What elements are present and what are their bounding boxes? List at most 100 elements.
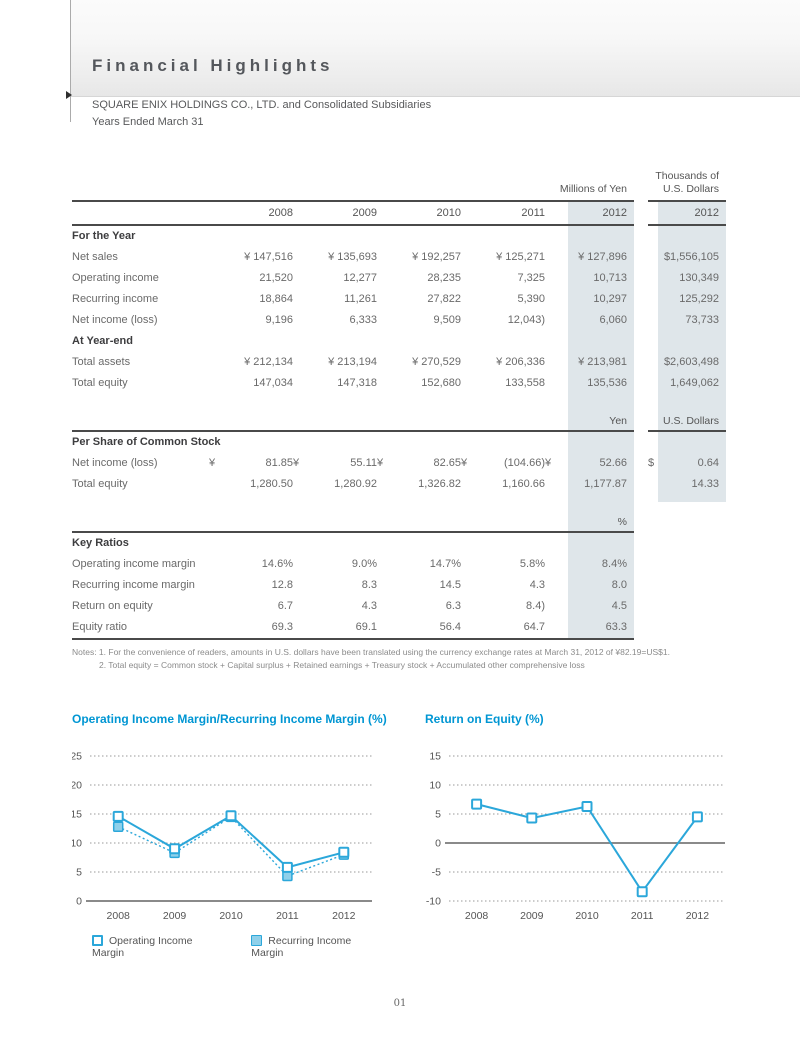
legend-label: Recurring Income Margin xyxy=(251,935,352,959)
cell-value: 14.5 xyxy=(439,579,461,591)
rule-segment-usd xyxy=(648,430,726,432)
section-header-row: At Year-end xyxy=(72,331,726,352)
cell-value: 147,318 xyxy=(337,377,377,389)
table-cell: $0.64 xyxy=(648,453,726,474)
table-row: Total equity 1,280.50 1,280.92 1,326.82 1,16… xyxy=(72,474,726,495)
table-cell: 4.3 xyxy=(461,575,545,596)
column-gap xyxy=(634,310,648,331)
cell-value: ¥ 213,194 xyxy=(328,356,377,368)
table-cell: 9,196 xyxy=(209,310,293,331)
cell-value: 12,277 xyxy=(343,272,377,284)
table-cell: 14.7% xyxy=(377,554,461,575)
table-cell: 1,649,062 xyxy=(648,373,726,394)
rule-segment-main xyxy=(72,200,634,202)
table-cell: 18,864 xyxy=(209,289,293,310)
unit-header-row: Millions of Yen Thousands of U.S. Dollars xyxy=(72,164,726,200)
data-marker-open xyxy=(225,810,237,822)
table-rule xyxy=(72,638,726,640)
table-cell: 1,280.50 xyxy=(209,474,293,495)
chart-plot-area: 25 20 15 10 5 0 2008 2009 2010 2011 2012 xyxy=(70,738,384,935)
table-cell xyxy=(648,617,726,638)
year-value: 2012 xyxy=(694,207,719,219)
table-cell: 27,822 xyxy=(377,289,461,310)
y-tick-label: -10 xyxy=(426,896,441,908)
year-header: 2011 xyxy=(461,202,545,224)
table-cell: 1,177.87 xyxy=(545,474,634,495)
table-cell: 14.6% xyxy=(209,554,293,575)
table-cell: 8.0 xyxy=(545,575,634,596)
note-line-2: 2. Total equity = Common stock + Capital… xyxy=(99,660,585,670)
cell-value: ¥ 192,257 xyxy=(412,251,461,263)
column-gap xyxy=(634,474,648,495)
cell-value: 14.7% xyxy=(429,558,461,570)
table-cell: ¥ 192,257 xyxy=(377,247,461,268)
company-subtitle: SQUARE ENIX HOLDINGS CO., LTD. and Conso… xyxy=(92,99,432,111)
unit-usd-line1: Thousands of xyxy=(655,170,719,182)
table-cell: ¥ 147,516 xyxy=(209,247,293,268)
unit-spacer xyxy=(377,513,461,531)
chart-legend: Operating Income Margin Recurring Income … xyxy=(92,935,384,959)
cell-value: ¥ 135,693 xyxy=(328,251,377,263)
table-cell: 12,043) xyxy=(461,310,545,331)
cell-value: 64.7 xyxy=(523,621,545,633)
cell-value: 125,292 xyxy=(679,293,719,305)
section-title: For the Year xyxy=(72,230,136,242)
cell-value: 6.3 xyxy=(445,600,461,612)
data-marker-filled xyxy=(282,870,293,882)
table-cell: ¥ 213,981 xyxy=(545,352,634,373)
legend-swatch-open-square-icon xyxy=(92,935,103,946)
section-header-row: For the Year xyxy=(72,226,726,247)
note-line-1: Notes: 1. For the convenience of readers… xyxy=(72,647,670,657)
cell-value: $1,556,105 xyxy=(663,251,719,263)
yen-2012-highlight-band xyxy=(568,200,634,640)
table-cell: ¥52.66 xyxy=(545,453,634,474)
table-cell: 152,680 xyxy=(377,373,461,394)
cell-value: 4.5 xyxy=(611,600,627,612)
row-label: Net income (loss) xyxy=(72,314,158,326)
cell-value: 152,680 xyxy=(421,377,461,389)
cell-value: 1,280.92 xyxy=(334,478,377,490)
table-row: Equity ratio 69.3 69.1 56.4 64.7 63.3 xyxy=(72,617,726,638)
cell-value: $2,603,498 xyxy=(663,356,719,368)
x-tick-label: 2008 xyxy=(465,910,489,922)
table-cell: $1,556,105 xyxy=(648,247,726,268)
table-notes: Notes: 1. For the convenience of readers… xyxy=(72,646,726,672)
table-cell: 135,536 xyxy=(545,373,634,394)
cell-value: 8.4% xyxy=(601,558,627,570)
column-gap xyxy=(634,596,648,617)
legend-swatch-filled-square-icon xyxy=(251,935,263,946)
cell-value: 14.33 xyxy=(691,478,719,490)
table-cell: 10,297 xyxy=(545,289,634,310)
table-row: Total equity 147,034 147,318 152,680 133,558… xyxy=(72,373,726,394)
y-tick-label: -5 xyxy=(432,867,441,879)
y-tick-label: 10 xyxy=(429,780,441,792)
currency-symbol: ¥ xyxy=(545,457,552,469)
table-cell: 133,558 xyxy=(461,373,545,394)
cell-value: 81.85 xyxy=(265,457,293,469)
x-tick-label: 2010 xyxy=(575,910,599,922)
cell-value: 4.3 xyxy=(529,579,545,591)
cell-value: ¥ 213,981 xyxy=(578,356,627,368)
table-row: Net income (loss) ¥81.85 ¥55.11 ¥82.65 ¥ (104… xyxy=(72,453,726,474)
arrow-pointer-icon xyxy=(66,91,72,99)
currency-symbol: ¥ xyxy=(209,457,216,469)
y-tick-label: 15 xyxy=(72,809,82,821)
chart-title: Operating Income Margin/Recurring Income… xyxy=(72,712,387,726)
group-spacer xyxy=(72,394,726,412)
table-cell: 6.3 xyxy=(377,596,461,617)
table-row: Recurring income 18,864 11,261 27,822 5,390 1… xyxy=(72,289,726,310)
unit-usd-label xyxy=(648,513,726,531)
section-title: At Year-end xyxy=(72,335,133,347)
table-cell: $2,603,498 xyxy=(648,352,726,373)
year-value: 2008 xyxy=(268,207,293,219)
x-tick-label: 2012 xyxy=(686,910,710,922)
table-cell: 6,333 xyxy=(293,310,377,331)
y-tick-label: 10 xyxy=(72,838,82,850)
cell-value: 14.6% xyxy=(261,558,293,570)
table-cell: 14.5 xyxy=(377,575,461,596)
x-tick-label: 2010 xyxy=(219,910,243,922)
data-marker-filled xyxy=(112,821,124,833)
data-marker-open xyxy=(636,886,648,898)
row-label: Net sales xyxy=(72,251,118,263)
table-cell: 5.8% xyxy=(461,554,545,575)
